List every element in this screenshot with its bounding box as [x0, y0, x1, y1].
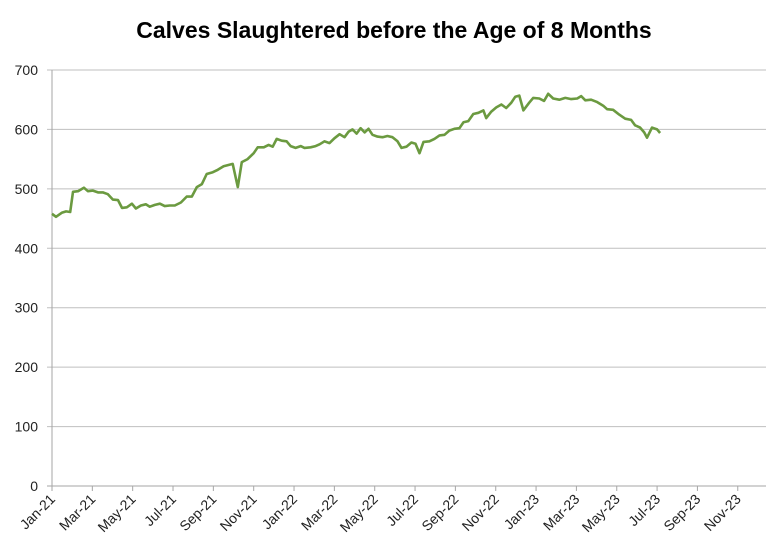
y-tick-label: 600 [15, 121, 39, 137]
x-tick-label: Mar-23 [540, 491, 583, 534]
series-layer [51, 92, 662, 219]
x-tick-label: May-21 [94, 491, 138, 535]
y-tick-label: 700 [15, 62, 39, 78]
x-tick-label: Sep-23 [660, 491, 703, 534]
y-tick-label: 100 [15, 419, 39, 435]
x-tick-label: Jul-21 [141, 491, 179, 529]
gridlines [47, 69, 766, 487]
y-tick-label: 400 [15, 240, 39, 256]
y-tick-label: 500 [15, 181, 39, 197]
x-tick-label: Jul-22 [383, 491, 421, 529]
x-tick-label: Jan-21 [17, 491, 59, 533]
y-tick-label: 300 [15, 300, 39, 316]
series-line [51, 92, 662, 219]
y-tick-label: 0 [30, 478, 38, 494]
x-tick-label: Nov-23 [701, 491, 744, 534]
x-tick-label: Mar-21 [56, 491, 99, 534]
x-tick-label: Sep-22 [418, 491, 461, 534]
x-tick-label: Jan-23 [501, 491, 543, 533]
y-tick-label: 200 [15, 359, 39, 375]
chart-title: Calves Slaughtered before the Age of 8 M… [136, 17, 651, 43]
x-tick-label: May-23 [579, 491, 623, 535]
x-tick-label: Jul-23 [625, 491, 663, 529]
x-tick-label: Nov-21 [217, 491, 260, 534]
x-tick-label: Sep-21 [176, 491, 219, 534]
x-tick-label: Mar-22 [298, 491, 341, 534]
x-tick-label: May-22 [337, 491, 381, 535]
y-axis: 0 100 200 300 400 500 600 700 [15, 62, 53, 494]
x-tick-label: Nov-22 [459, 491, 502, 534]
x-tick-label: Jan-22 [259, 491, 301, 533]
